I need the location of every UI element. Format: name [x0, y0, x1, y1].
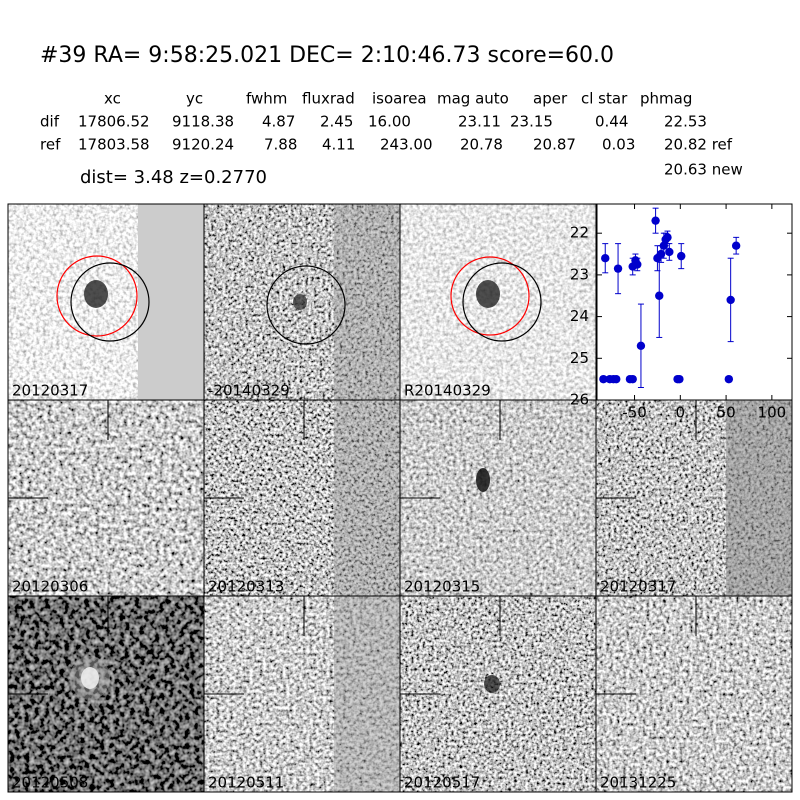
data-point — [633, 260, 642, 269]
y-tick-label: 25 — [570, 349, 589, 367]
stamp-label: 20120511 — [208, 774, 284, 792]
data-point — [628, 374, 637, 384]
aperture-circle — [70, 262, 150, 342]
y-tick-label: 22 — [570, 224, 589, 242]
table-cell: 4.87 — [262, 113, 295, 131]
column-header: phmag — [640, 90, 692, 108]
data-point — [675, 374, 684, 384]
data-point — [726, 295, 735, 305]
dist: dist= 3.48 z=0.2770 — [80, 167, 267, 188]
column-header: yc — [186, 90, 203, 108]
column-header: fwhm — [246, 90, 287, 108]
column-header: xc — [104, 90, 121, 108]
data-point — [612, 374, 621, 384]
plot-area — [596, 203, 793, 401]
table-cell: 20.87 — [533, 136, 576, 154]
data-point — [651, 216, 660, 225]
table: xc yc fwhm fluxrad isoarea mag auto aper cl sta… — [40, 90, 733, 154]
row-label: ref — [40, 136, 61, 154]
stamp-edge — [334, 204, 400, 400]
light-curve: 22 23 24 25 26 -50 0 50 100 — [570, 203, 793, 422]
source — [84, 280, 108, 308]
source — [476, 280, 500, 308]
aperture-circle — [266, 265, 346, 345]
data-point — [677, 251, 686, 261]
table-cell: 4.11 — [322, 136, 355, 154]
x-tick-label: -50 — [622, 404, 647, 422]
table-cell: 243.00 — [380, 136, 433, 154]
stamp-edge — [726, 400, 792, 596]
stamp-label: 20120508 — [12, 774, 88, 792]
data-point — [613, 264, 623, 273]
table-cell: 20.78 — [460, 136, 503, 154]
column-header: mag auto — [437, 90, 509, 108]
stamp-label: 20120306 — [12, 578, 88, 596]
stamp-label: 20120317 — [12, 382, 88, 400]
stamp-image — [400, 204, 596, 400]
source — [293, 294, 307, 310]
stamp-label: 20120313 — [208, 578, 284, 596]
table-cell: 7.88 — [264, 136, 297, 154]
stamps: 20120317 -20140329 R20140329 20120306 201203… — [7, 203, 793, 793]
row-label: dif — [40, 113, 60, 131]
data-point — [655, 291, 664, 300]
table-cell: 17806.52 — [78, 113, 150, 131]
table-cell: 9120.24 — [172, 136, 234, 154]
column-header: aper — [533, 90, 568, 108]
phmag-new: 20.63 new — [664, 161, 743, 179]
stamp-label: 20120517 — [404, 774, 480, 792]
source — [484, 675, 500, 693]
data-point — [601, 254, 610, 263]
stamp-label: 20120317 — [600, 578, 676, 596]
source — [81, 667, 99, 689]
table-cell: 22.53 — [664, 113, 707, 131]
source — [476, 468, 490, 492]
stamp-edge — [334, 400, 400, 596]
x-tick-label: 50 — [717, 404, 736, 422]
x-tick-label: 0 — [676, 404, 686, 422]
y-tick-label: 24 — [570, 307, 589, 325]
table-cell: 9118.38 — [172, 113, 234, 131]
stamp-label: R20140329 — [404, 382, 491, 400]
y-tick-label: 26 — [570, 391, 589, 409]
title: #39 RA= 9:58:25.021 DEC= 2:10:46.73 scor… — [40, 43, 614, 68]
table-cell: 23.15 — [510, 113, 553, 131]
stamp-label: 20120315 — [404, 578, 480, 596]
x-tick-label: 100 — [758, 404, 787, 422]
table-cell: 16.00 — [368, 113, 411, 131]
data-point — [731, 241, 741, 250]
table-cell: 23.11 — [458, 113, 501, 131]
stamp-edge — [138, 204, 204, 400]
data-point — [665, 247, 674, 257]
column-header: isoarea — [372, 90, 427, 108]
aperture-circle — [450, 256, 530, 336]
table-cell: 20.82 ref — [664, 136, 733, 154]
column-header: fluxrad — [302, 90, 355, 108]
stamp-label: 20131225 — [600, 774, 676, 792]
data-point — [663, 233, 672, 242]
aperture-circle — [462, 262, 542, 342]
data-point — [599, 374, 608, 384]
data-point — [724, 374, 734, 384]
table-cell: 0.03 — [602, 136, 635, 154]
table-cell: 17803.58 — [78, 136, 150, 154]
table-cell: 0.44 — [595, 113, 628, 131]
column-header: cl star — [581, 90, 628, 108]
data-point — [656, 249, 666, 259]
y-tick-label: 23 — [570, 265, 589, 283]
aperture-circle — [56, 255, 138, 337]
stamp-label: -20140329 — [208, 382, 290, 400]
table-cell: 2.45 — [320, 113, 353, 131]
data-point — [636, 341, 646, 350]
stamp-edge — [334, 596, 400, 792]
